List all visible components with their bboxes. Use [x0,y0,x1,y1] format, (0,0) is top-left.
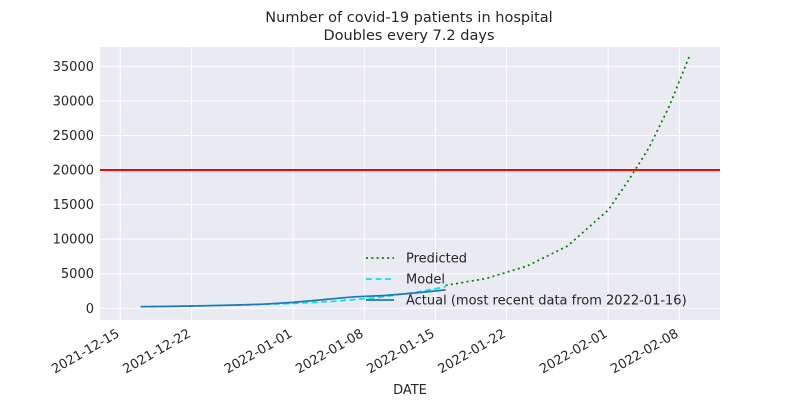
x-tick-label: 2022-02-01 [537,326,610,377]
x-tick-label: 2022-02-08 [608,326,681,377]
x-tick-label: 2022-01-15 [364,326,437,377]
y-tick-label: 0 [86,302,94,317]
y-tick-label: 15000 [53,198,94,213]
legend-label: Predicted [406,252,467,267]
x-tick-label: 2021-12-15 [49,326,122,377]
legend: Predicted Model Actual (most recent data f… [366,252,687,309]
series-line-3 [140,289,446,308]
chart-subtitle: Doubles every 7.2 days [323,28,494,44]
y-tick-label: 35000 [53,60,94,75]
x-tick-label: 2022-01-08 [293,326,366,377]
y-tick-label: 25000 [53,129,94,144]
x-tick-label: 2022-01-01 [222,326,295,377]
y-tick-label: 30000 [53,94,94,109]
series-layer [100,55,720,308]
y-tick-label: 20000 [53,164,94,179]
x-tick-label: 2021-12-22 [121,326,194,377]
legend-label: Model [406,273,445,288]
legend-label: Actual (most recent data from 2022-01-16… [406,294,687,309]
y-tick-label: 10000 [53,233,94,248]
grid [100,47,720,320]
chart-title: Number of covid-19 patients in hospital [265,10,552,26]
y-tick-label: 5000 [61,267,94,282]
plot-area [100,47,720,320]
x-axis-label: DATE [393,383,427,398]
x-tick-label: 2022-01-22 [436,326,509,377]
